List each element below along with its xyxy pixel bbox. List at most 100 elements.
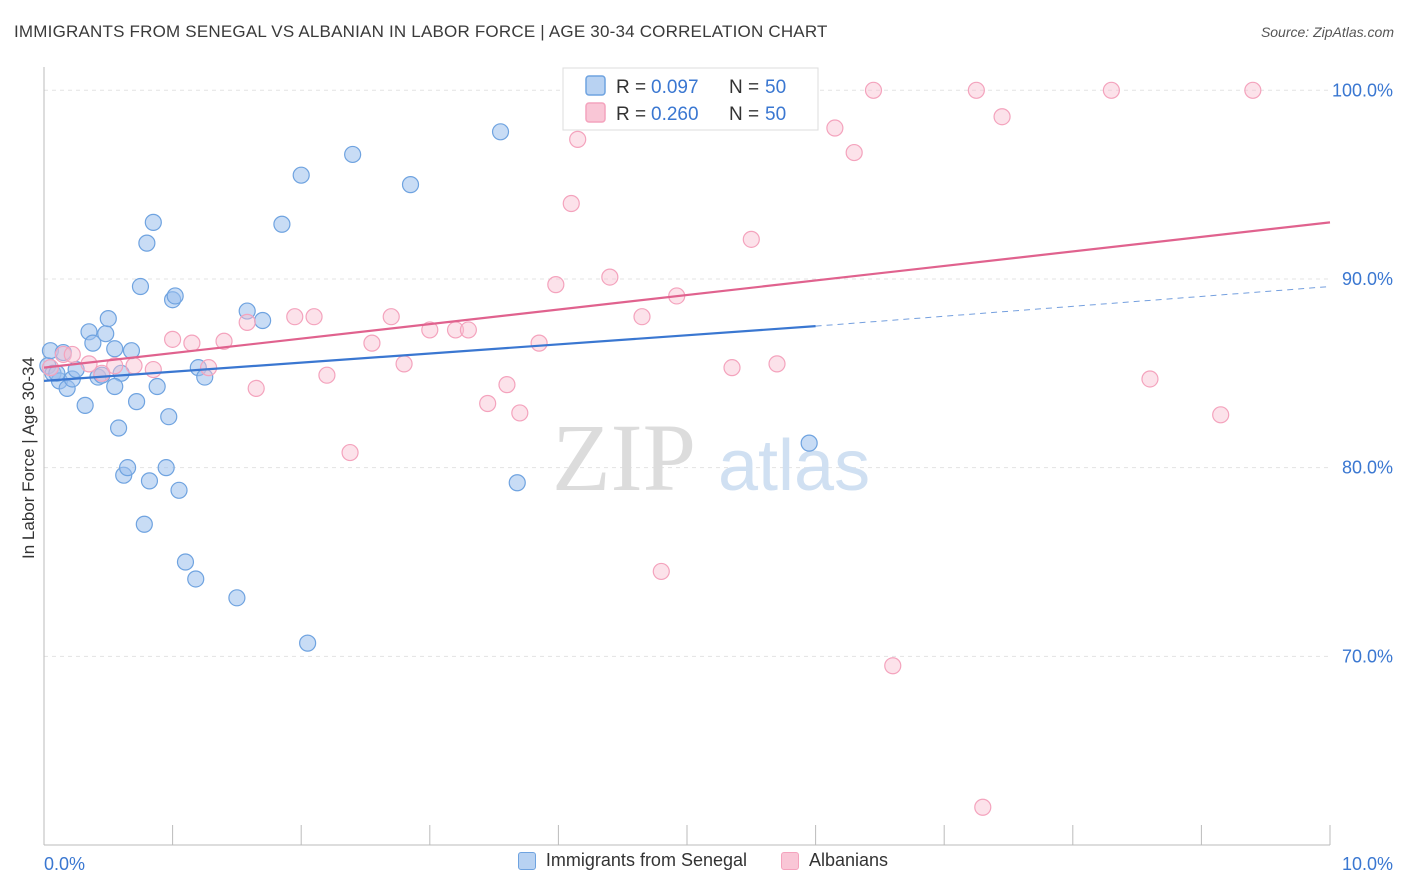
point-albanians [54, 345, 72, 364]
point-albanians [1212, 406, 1230, 424]
point-senegal [84, 334, 102, 352]
point-albanians [993, 108, 1011, 126]
x-tick-label: 0.0% [44, 854, 85, 874]
point-albanians [479, 394, 497, 413]
point-albanians [238, 313, 256, 331]
point-albanians [363, 334, 381, 352]
point-albanians [547, 276, 565, 294]
legend-r-value-senegal: 0.097 [651, 77, 699, 98]
legend-bottom-label-senegal: Immigrants from Senegal [545, 850, 747, 870]
point-albanians [742, 230, 760, 248]
point-senegal [273, 215, 291, 233]
point-albanians [1141, 370, 1159, 388]
point-albanians [864, 81, 883, 99]
point-albanians [318, 366, 336, 384]
point-senegal [131, 277, 150, 296]
point-senegal [299, 634, 317, 652]
legend-n-value-albanians: 50 [765, 104, 786, 125]
point-senegal [508, 474, 526, 492]
point-albanians [562, 194, 580, 213]
point-albanians [421, 321, 439, 339]
point-albanians [723, 359, 741, 377]
y-tick-label: 80.0% [1342, 458, 1393, 478]
point-senegal [118, 459, 137, 477]
point-senegal [138, 234, 156, 252]
point-senegal [127, 393, 146, 411]
point-senegal [166, 287, 184, 305]
point-albanians [884, 657, 902, 675]
y-tick-label: 100.0% [1332, 80, 1393, 100]
point-albanians [395, 355, 413, 373]
y-tick-label: 90.0% [1342, 269, 1393, 289]
legend-bottom-label-albanians: Albanians [809, 850, 889, 870]
legend-r-value-albanians: 0.260 [651, 104, 699, 125]
trend-line-senegal-extension [815, 286, 1331, 327]
watermark-atlas: atlas [718, 426, 870, 506]
legend-n-value-senegal: 50 [765, 77, 786, 98]
legend-bottom: Immigrants from Senegal Albanians [0, 850, 1406, 871]
point-albanians [1102, 81, 1120, 99]
point-senegal [187, 570, 205, 588]
point-senegal [176, 553, 195, 571]
point-senegal [97, 325, 115, 343]
point-albanians [967, 81, 985, 99]
point-albanians [768, 355, 786, 373]
x-tick-label: 10.0% [1342, 854, 1393, 874]
point-albanians [633, 308, 651, 326]
tick-labels: 70.0% 80.0% 90.0% 100.0% 0.0% 10.0% [44, 80, 1393, 874]
legend-n-label-senegal: N = [729, 77, 764, 98]
point-albanians [974, 798, 992, 816]
point-senegal [160, 408, 178, 426]
point-albanians [164, 330, 182, 348]
point-albanians [63, 345, 81, 364]
legend-item-senegal: Immigrants from Senegal [517, 850, 747, 871]
point-albanians [498, 376, 516, 394]
point-albanians [382, 308, 400, 326]
point-albanians [286, 308, 304, 326]
point-senegal [800, 434, 818, 452]
trend-line-senegal [43, 325, 816, 382]
point-albanians [341, 443, 359, 462]
point-senegal [99, 309, 117, 328]
point-senegal [401, 176, 420, 194]
legend-item-albanians: Albanians [781, 850, 888, 871]
point-senegal [491, 123, 510, 141]
legend-bottom-swatch-albanians [781, 851, 799, 870]
source-label: Source: ZipAtlas.com [1260, 24, 1394, 40]
point-albanians [1244, 81, 1262, 99]
point-albanians [652, 562, 670, 581]
point-albanians [106, 357, 124, 375]
point-albanians [247, 379, 265, 398]
point-albanians [200, 359, 218, 377]
legend-r-label-albanians: R = [616, 104, 651, 125]
point-senegal [109, 419, 128, 437]
point-senegal [144, 213, 162, 231]
axes [43, 67, 1331, 846]
grid-lines [44, 89, 1330, 657]
point-albanians [601, 268, 619, 286]
legend-top: R = 0.097 N = 50 R = 0.260 N = 50 [562, 67, 819, 131]
point-albanians [826, 119, 844, 137]
point-albanians [845, 143, 863, 162]
point-senegal [76, 396, 94, 414]
point-senegal [170, 481, 188, 499]
point-albanians [459, 321, 477, 339]
point-albanians [511, 404, 529, 422]
point-albanians [530, 334, 548, 352]
point-albanians [305, 308, 323, 326]
legend-swatch-albanians [585, 102, 606, 123]
point-senegal [157, 459, 175, 477]
point-senegal [254, 311, 272, 330]
point-senegal [228, 589, 246, 607]
legend-n-label-albanians: N = [729, 104, 764, 125]
legend-bottom-swatch-senegal [517, 851, 536, 870]
trend-line-albanians [43, 221, 1331, 369]
point-senegal [292, 166, 310, 184]
point-senegal [140, 472, 159, 490]
watermark-zip: ZIP [552, 404, 696, 511]
point-senegal [344, 145, 362, 164]
chart-title: IMMIGRANTS FROM SENEGAL VS ALBANIAN IN L… [14, 22, 828, 41]
point-senegal [106, 377, 124, 396]
y-axis-label: In Labor Force | Age 30-34 [19, 357, 38, 559]
